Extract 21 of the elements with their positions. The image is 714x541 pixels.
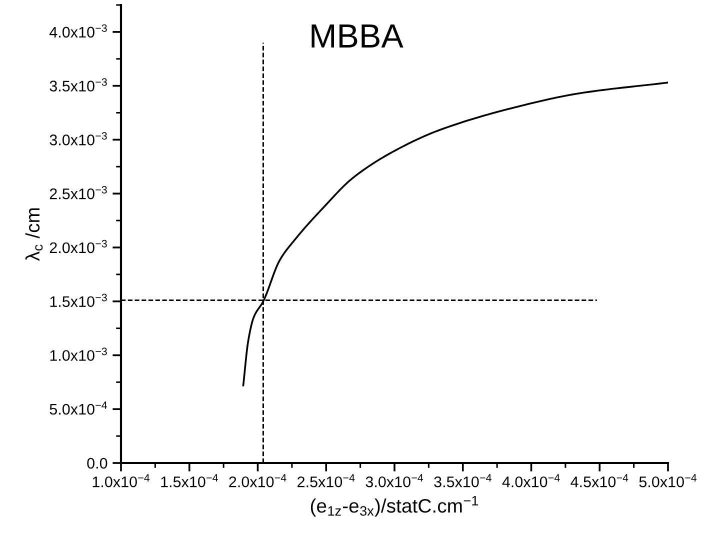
y-tick-label: 2.0x10$^{−3}$: [50, 240, 107, 254]
x-tick-label: 3.5x10$^{−4}$: [434, 474, 492, 488]
y-tick-label: 1.5x10$^{−3}$: [50, 294, 107, 308]
y-tick-label: 4.0x10$^{−3}$: [49, 24, 107, 38]
x-tick-label: 5.0x10$^{−4}$: [639, 474, 697, 488]
x-tick-label: 4.5x10$^{−4}$: [570, 474, 628, 488]
y-tick-label: 1.0x10$^{−3}$: [50, 348, 107, 361]
y-tick-label: 2.5x10$^{−3}$: [50, 186, 107, 200]
y-tick-label: 3.0x10$^{−3}$: [50, 132, 107, 146]
y-tick-label: 3.5x10$^{−3}$: [50, 78, 107, 92]
x-tick-label: 3.0x10$^{−4}$: [366, 474, 424, 488]
x-axis-title: (e$_{1z}$-e$_{3x}$)/statC.cm$^{−1}$: [310, 496, 478, 517]
x-tick-label: 2.5x10$^{−4}$: [298, 474, 355, 488]
x-tick-label: 2.0x10$^{−4}$: [229, 474, 286, 488]
y-tick-label: 0.0: [87, 458, 108, 469]
x-tick-label: 1.5x10$^{−4}$: [161, 474, 218, 488]
y-tick-label: 5.0x10$^{−4}$: [50, 402, 108, 415]
x-tick-label: 1.0x10$^{−4}$: [92, 474, 150, 488]
x-tick-label: 4.0x10$^{−4}$: [502, 474, 560, 488]
chart-title: MBBA: [312, 24, 404, 48]
y-axis-title: λ$_{c}$ /cm: [25, 208, 43, 261]
